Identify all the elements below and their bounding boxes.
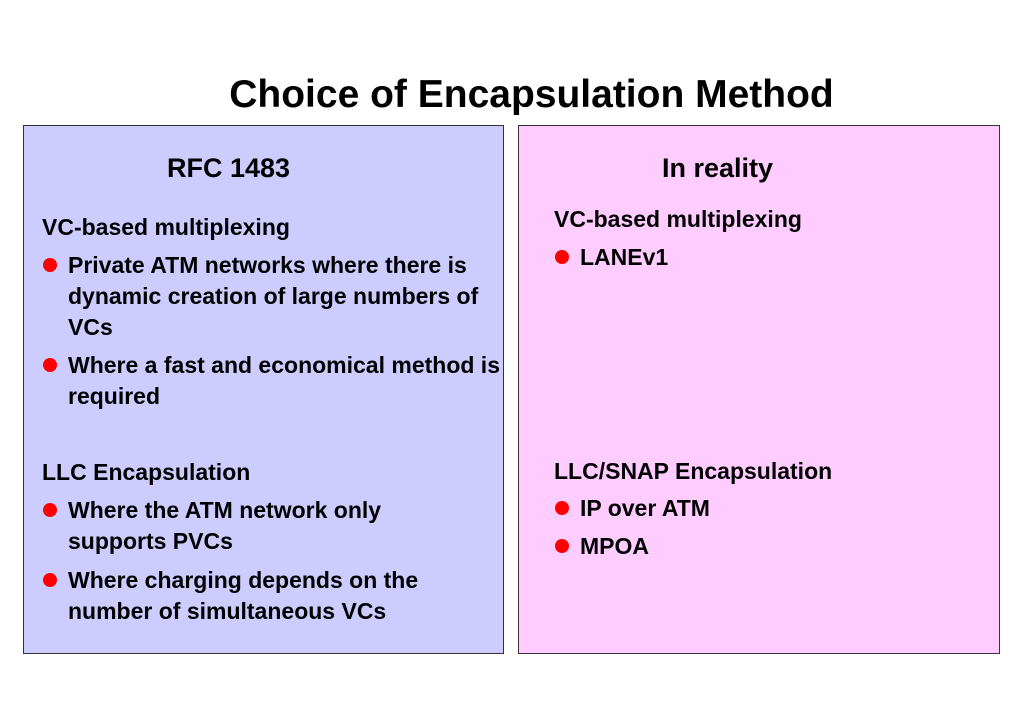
- bullet-item: Where a fast and economical method is re…: [42, 350, 502, 412]
- bullet-dot-icon: [555, 250, 569, 264]
- bullet-item: LANEv1: [554, 242, 974, 273]
- bullet-item: MPOA: [554, 531, 974, 562]
- bullet-dot-icon: [43, 503, 57, 517]
- vc-multiplexing-heading: VC-based multiplexing: [42, 214, 290, 240]
- bullet-dot-icon: [555, 539, 569, 553]
- bullet-dot-icon: [555, 501, 569, 515]
- bullet-text: Where charging depends on the number of …: [68, 567, 419, 624]
- bullet-item: IP over ATM: [554, 493, 974, 524]
- bullet-item: Where charging depends on the number of …: [42, 565, 487, 627]
- bullet-dot-icon: [43, 573, 57, 587]
- bullet-text: MPOA: [580, 533, 649, 559]
- rfc-1483-panel: RFC 1483 VC-based multiplexing Private A…: [23, 125, 504, 654]
- bullet-text: IP over ATM: [580, 495, 710, 521]
- bullet-text: Where the ATM network only supports PVCs: [68, 497, 382, 554]
- llc-encapsulation-heading: LLC Encapsulation: [42, 459, 251, 485]
- bullet-item: Private ATM networks where there is dyna…: [42, 250, 502, 343]
- bullet-dot-icon: [43, 358, 57, 372]
- bullet-text: LANEv1: [580, 244, 669, 270]
- llc-snap-encapsulation-heading: LLC/SNAP Encapsulation: [554, 458, 833, 484]
- slide-title: Choice of Encapsulation Method: [229, 73, 834, 116]
- bullet-text: Private ATM networks where there is dyna…: [68, 252, 479, 340]
- in-reality-panel: In reality VC-based multiplexing LANEv1 …: [518, 125, 1000, 654]
- in-reality-heading: In reality: [662, 153, 774, 183]
- rfc-1483-heading: RFC 1483: [167, 153, 291, 183]
- bullet-dot-icon: [43, 258, 57, 272]
- bullet-text: Where a fast and economical method is re…: [68, 352, 500, 409]
- vc-multiplexing-heading: VC-based multiplexing: [554, 206, 802, 232]
- bullet-item: Where the ATM network only supports PVCs: [42, 495, 482, 557]
